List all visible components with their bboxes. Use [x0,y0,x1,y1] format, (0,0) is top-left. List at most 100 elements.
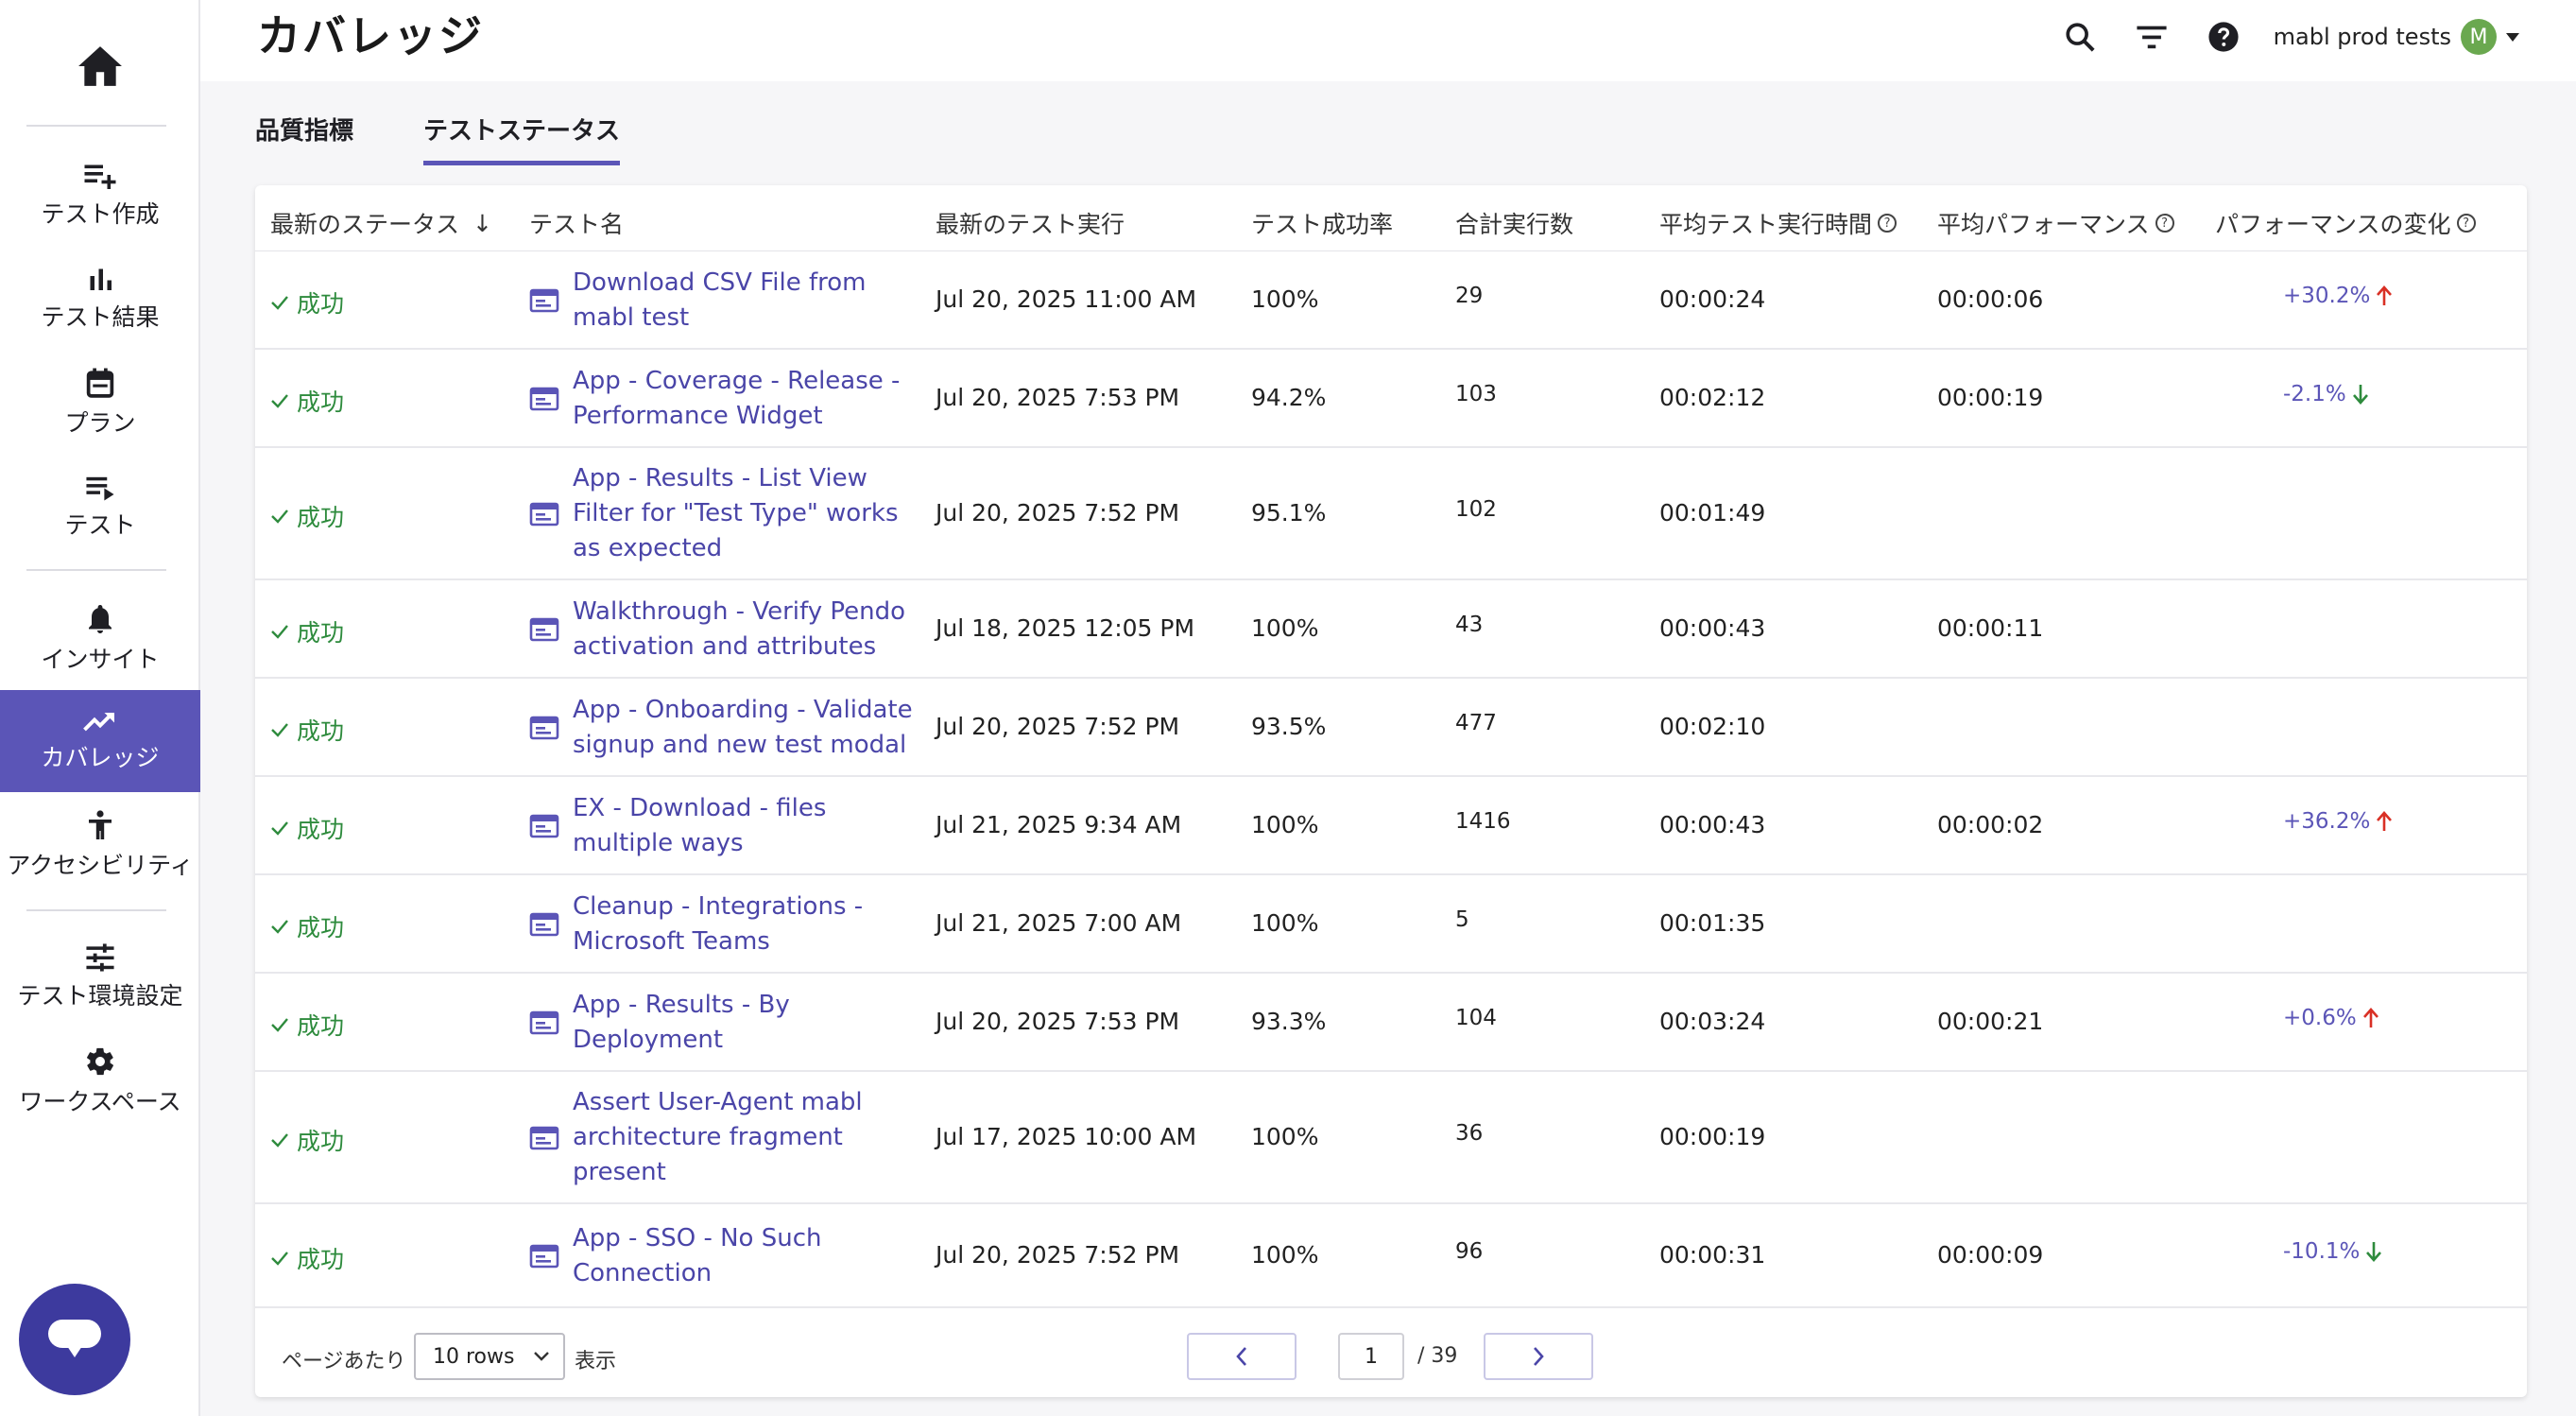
test-name-link[interactable]: Assert User-Agent mabl architecture frag… [529,1085,913,1190]
test-status-table: 最新のステータス ↓ テスト名 最新のテスト実行 テスト成功率 合計実行数 平均… [255,185,2527,1397]
browser-test-icon [529,912,559,937]
search-button[interactable] [2058,15,2102,59]
check-icon [271,296,288,310]
column-header-last-run[interactable]: 最新のテスト実行 [936,211,1125,238]
table-row[interactable]: 成功 Cleanup - Integrations - Microsoft Tea… [255,875,2527,974]
browser-test-icon [529,617,559,642]
tab-test-status[interactable]: テストステータス [423,98,621,165]
status-badge: 成功 [270,1008,344,1042]
test-name-link[interactable]: App - SSO - No Such Connection [529,1221,913,1291]
next-page-button[interactable] [1484,1333,1593,1380]
sidebar-item-plans[interactable]: プラン [0,352,200,454]
total-runs: 104 [1455,1006,1497,1030]
table-row[interactable]: 成功 EX - Download - files multiple ways Jul… [255,777,2527,875]
home-icon [78,46,122,86]
avg-run-time: 00:03:24 [1659,1008,1766,1035]
success-rate: 100% [1251,811,1319,838]
total-runs: 1416 [1455,809,1511,834]
rows-per-page-select[interactable]: 10 rows [414,1333,565,1380]
check-icon [271,1018,288,1032]
page-number-input[interactable]: 1 [1338,1333,1404,1380]
sidebar-item-workspace[interactable]: ワークスペース [0,1030,200,1132]
sidebar-item-label: ワークスペース [19,1088,181,1115]
chevron-down-icon [2506,32,2519,42]
tab-quality-metrics[interactable]: 品質指標 [255,117,354,146]
arrow-up-icon [2377,285,2393,305]
success-rate: 95.1% [1251,499,1327,527]
table-row[interactable]: 成功 App - Coverage - Release - Performance… [255,350,2527,448]
home-button[interactable] [0,28,200,104]
sidebar-item-test-results[interactable]: テスト結果 [0,248,200,350]
test-name-link[interactable]: Cleanup - Integrations - Microsoft Teams [529,889,913,959]
total-runs: 96 [1455,1239,1484,1264]
column-header-total-runs[interactable]: 合計実行数 [1455,211,1574,238]
gear-icon [87,1047,113,1076]
column-header-avg-run-time[interactable]: 平均テスト実行時間? [1659,206,1898,240]
filter-icon [2137,26,2167,49]
help-circle-icon[interactable]: ? [2456,214,2476,233]
test-name-link[interactable]: App - Coverage - Release - Performance W… [529,364,913,434]
table-row[interactable]: 成功 App - Results - By Deployment Jul 20, 2… [255,974,2527,1072]
chat-button[interactable] [19,1284,130,1395]
arrow-up-icon [2362,1008,2379,1027]
test-name-link[interactable]: App - Results - List View Filter for "Te… [529,461,913,566]
help-circle-icon[interactable]: ? [2155,214,2174,233]
test-name-link[interactable]: App - Onboarding - Validate signup and n… [529,693,913,763]
user-menu[interactable]: mabl prod tests M [2274,19,2519,55]
browser-test-icon [529,814,559,838]
help-button[interactable] [2202,15,2245,59]
column-header-avg-performance[interactable]: 平均パフォーマンス? [1937,206,2174,240]
sidebar-item-label: インサイト [41,646,160,673]
browser-test-icon [529,1244,559,1269]
sidebar-item-coverage[interactable]: カバレッジ [0,690,200,792]
performance-change: +0.6% [2283,1006,2379,1030]
last-run-time: Jul 20, 2025 7:52 PM [936,713,1180,740]
sidebar-item-label: カバレッジ [41,744,160,771]
table-row[interactable]: 成功 App - Onboarding - Validate signup and… [255,679,2527,777]
sidebar-item-environments[interactable]: テスト環境設定 [0,926,200,1028]
show-label: 表示 [575,1350,617,1373]
sidebar-item-accessibility[interactable]: アクセシビリティ [0,794,200,896]
previous-page-button[interactable] [1187,1333,1297,1380]
tune-icon [86,943,114,972]
last-run-time: Jul 20, 2025 7:52 PM [936,1241,1180,1269]
table-header: 最新のステータス ↓ テスト名 最新のテスト実行 テスト成功率 合計実行数 平均… [255,185,2527,251]
chevron-left-icon [1236,1347,1246,1366]
avg-performance: 00:00:19 [1937,384,2044,411]
column-header-test-name[interactable]: テスト名 [529,211,625,238]
performance-change: -2.1% [2283,382,2369,406]
sidebar-divider [26,125,166,127]
avg-run-time: 00:00:43 [1659,811,1766,838]
table-row[interactable]: 成功 App - Results - List View Filter for "… [255,448,2527,580]
sidebar-item-test-create[interactable]: テスト作成 [0,144,200,246]
sidebar-item-tests[interactable]: テスト [0,456,200,558]
status-badge: 成功 [270,811,344,845]
main-content: 品質指標 テストステータス 最新のステータス ↓ テスト名 最新のテスト実行 テ… [200,81,2576,1416]
page-title: カバレッジ [257,10,484,61]
test-name-link[interactable]: App - Results - By Deployment [529,988,913,1058]
column-header-status[interactable]: 最新のステータス ↓ [270,209,492,239]
filter-button[interactable] [2130,15,2173,59]
pagination-bar: ページあたり 10 rows 表示 1 / 39 [255,1308,2527,1397]
table-row[interactable]: 成功 Walkthrough - Verify Pendo activation … [255,580,2527,679]
success-rate: 100% [1251,1241,1319,1269]
table-row[interactable]: 成功 App - SSO - No Such Connection Jul 20, … [255,1204,2527,1308]
browser-test-icon [529,387,559,411]
table-row[interactable]: 成功 Assert User-Agent mabl architecture fr… [255,1072,2527,1204]
column-header-success-rate[interactable]: テスト成功率 [1251,211,1394,238]
browser-test-icon [529,1126,559,1149]
test-name-link[interactable]: Walkthrough - Verify Pendo activation an… [529,595,913,665]
test-name-link[interactable]: Download CSV File from mabl test [529,266,913,336]
chat-icon [48,1320,101,1357]
test-name-link[interactable]: EX - Download - files multiple ways [529,791,913,861]
user-name: mabl prod tests [2273,24,2451,50]
sidebar-item-insights[interactable]: インサイト [0,588,200,690]
help-circle-icon[interactable]: ? [1878,214,1898,233]
column-header-performance-change[interactable]: パフォーマンスの変化? [2215,206,2476,240]
table-row[interactable]: 成功 Download CSV File from mabl test Jul 20… [255,251,2527,350]
check-icon [271,723,288,737]
success-rate: 100% [1251,1123,1319,1150]
avg-run-time: 00:00:19 [1659,1123,1766,1150]
success-rate: 93.5% [1251,713,1327,740]
chevron-right-icon [1534,1347,1544,1366]
